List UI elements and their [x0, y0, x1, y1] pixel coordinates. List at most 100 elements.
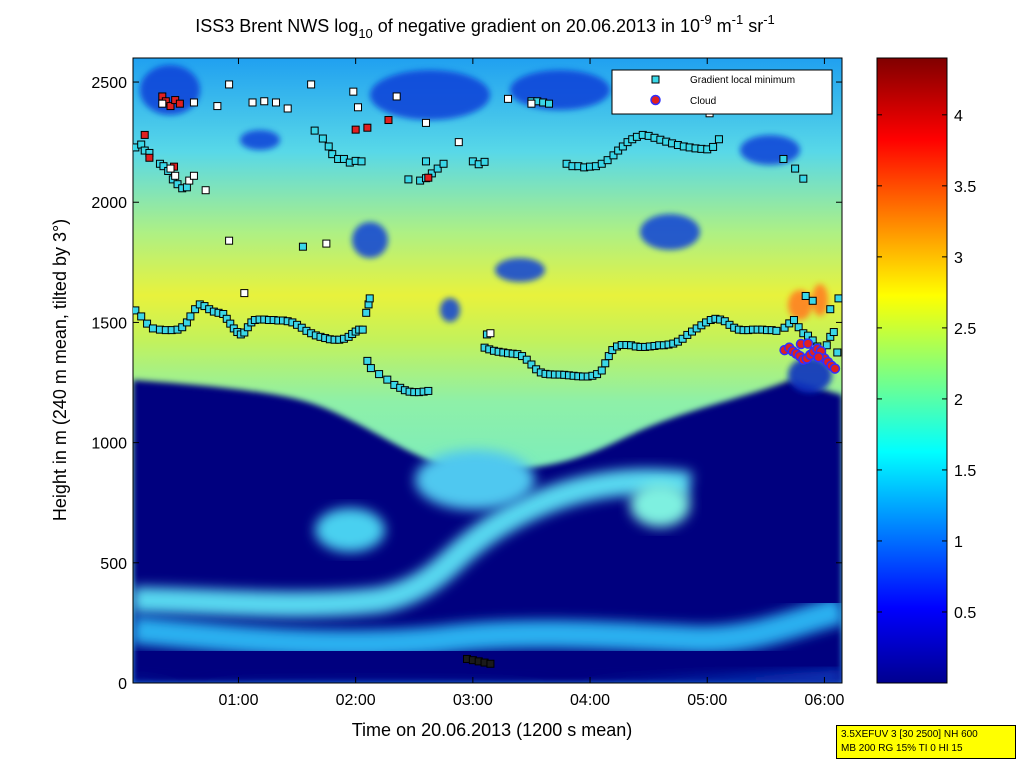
gradient-minimum-point [433, 164, 442, 173]
y-tick-label: 0 [118, 676, 127, 693]
gradient-minimum-point [357, 157, 366, 166]
gradient-minimum-point [772, 326, 781, 335]
cloud-point [802, 338, 814, 349]
red-minimum-point [145, 153, 154, 162]
gradient-minimum-point [439, 159, 448, 168]
colorbar-tick-label: 1.5 [954, 463, 976, 480]
legend-box [611, 69, 833, 115]
gradient-minimum-point [829, 328, 838, 337]
colorbar-tick-label: 4 [954, 108, 963, 125]
white-minimum-point [166, 164, 175, 173]
white-minimum-point [185, 176, 194, 185]
colorbar-tick-label: 2.5 [954, 321, 976, 338]
gradient-minimum-point [779, 154, 788, 163]
title-unit-1: m [712, 16, 732, 36]
x-tick-label: 02:00 [336, 692, 376, 709]
white-minimum-point [248, 98, 257, 107]
colorbar-tick-label: 3.5 [954, 179, 976, 196]
red-minimum-point [424, 173, 433, 182]
colorbar-tick-label: 0.5 [954, 605, 976, 622]
white-minimum-point [421, 118, 430, 127]
white-minimum-point [271, 98, 280, 107]
gradient-minimum-point [822, 341, 831, 350]
title-log-base: 10 [358, 26, 372, 41]
gradient-minimum-point [310, 126, 319, 135]
gradient-minimum-point [421, 157, 430, 166]
red-minimum-point [166, 102, 175, 111]
colorbar-ticks: 0.5 1 1.5 2 2.5 3 3.5 4 [877, 108, 976, 622]
gradient-minimum-point [365, 294, 374, 303]
gradient-minimum-point [603, 156, 612, 165]
gradient-minimum-point [143, 319, 152, 328]
gradient-minimum-point [363, 356, 372, 365]
white-minimum-point [392, 92, 401, 101]
white-minimum-point [504, 94, 513, 103]
gradient-minimum-point [527, 360, 536, 369]
y-tick-label: 2000 [91, 195, 127, 212]
gradient-minimum-point [404, 175, 413, 184]
y-axis-label: Height in m (240 m mean, tilted by 3°) [50, 219, 70, 521]
gradient-minimum-point [298, 242, 307, 251]
white-minimum-point [189, 171, 198, 180]
gradient-minimum-point [609, 151, 618, 160]
gradient-minimum-point [522, 355, 531, 364]
legend: Gradient local minimum Cloud [611, 69, 833, 115]
gradient-minimum-point [780, 323, 789, 332]
white-minimum-point [283, 104, 292, 113]
gradient-minimum-point [714, 135, 723, 144]
gradient-minimum-point [186, 312, 195, 321]
white-minimum-point [240, 289, 249, 298]
white-minimum-point [486, 329, 495, 338]
legend-square-marker [651, 75, 660, 84]
gradient-minimum-point [545, 99, 554, 108]
y-tick-label: 2500 [91, 75, 127, 92]
legend-label-gradient: Gradient local minimum [690, 75, 795, 86]
gradient-minimum-point [791, 164, 800, 173]
y-tick-label: 1000 [91, 436, 127, 453]
gradient-minimum-point [618, 142, 627, 151]
gradient-minimum-point [794, 323, 803, 332]
gradient-minimum-point [801, 291, 810, 300]
settings-box: 3.5XEFUV 3 [30 2500] NH 600 MB 200 RG 15… [836, 725, 1016, 759]
gradient-minimum-point [383, 375, 392, 384]
x-axis: 01:00 02:00 03:00 04:00 05:00 06:00 [218, 58, 845, 709]
x-tick-label: 03:00 [453, 692, 493, 709]
red-minimum-point [351, 125, 360, 134]
gradient-minimum-point [324, 142, 333, 151]
gradient-minimum-point [148, 324, 157, 333]
gradient-minimum-point [362, 308, 371, 317]
y-axis: 0 500 1000 1500 2000 2500 [91, 75, 842, 693]
gradient-minimum-point [318, 134, 327, 143]
gradient-minimum-point [182, 183, 191, 192]
cloud-point [813, 352, 824, 363]
white-minimum-point [349, 87, 358, 96]
title-unit-2: sr [743, 16, 763, 36]
white-minimum-point [171, 171, 180, 180]
gradient-minimum-point [133, 306, 140, 315]
settings-line-1: 3.5XEFUV 3 [30 2500] NH 600 [841, 729, 978, 740]
gradient-minimum-point [424, 386, 433, 395]
gradient-minimum-point [789, 316, 798, 325]
red-minimum-point [384, 116, 393, 125]
colorbar [876, 57, 948, 684]
y-tick-label: 500 [100, 556, 127, 573]
gradient-minimum-point [709, 142, 718, 151]
white-minimum-point [158, 99, 167, 108]
white-minimum-point [213, 102, 222, 111]
white-minimum-point [307, 80, 316, 89]
marker-layer [133, 73, 842, 668]
white-minimum-point [201, 186, 210, 195]
settings-line-2: MB 200 RG 15% TI 0 HI 15 [841, 743, 963, 754]
gradient-minimum-point [358, 325, 367, 334]
gradient-minimum-point [834, 294, 842, 303]
x-axis-label: Time on 20.06.2013 (1200 s mean) [352, 720, 633, 740]
legend-label-cloud: Cloud [690, 96, 716, 107]
gradient-minimum-point [191, 305, 200, 314]
title-sup-2: -1 [732, 12, 744, 27]
gradient-minimum-point [328, 150, 337, 159]
gradient-minimum-point [799, 174, 808, 183]
gradient-minimum-point [597, 366, 606, 375]
x-tick-label: 06:00 [804, 692, 844, 709]
